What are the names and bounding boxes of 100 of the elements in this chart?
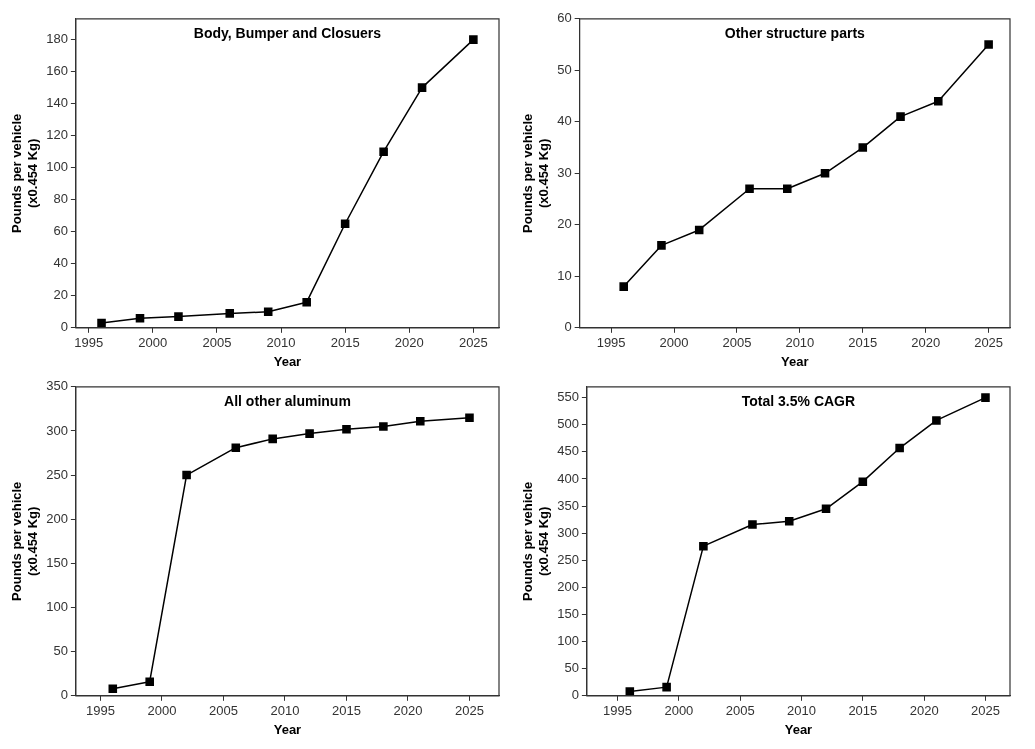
y-tick-label: 250 xyxy=(46,466,68,482)
chart-title: Other structure parts xyxy=(724,24,866,41)
point xyxy=(657,241,666,250)
point xyxy=(858,477,868,486)
x-tick-label: 2025 xyxy=(455,703,484,719)
point xyxy=(263,307,273,317)
y-axis-title: Pounds per vehicle (x0.454 Kg) xyxy=(520,113,551,233)
x-tick-label: 1995 xyxy=(603,703,633,719)
point xyxy=(379,422,388,431)
x-tick-label: 2020 xyxy=(909,703,939,719)
x-tick-label: 1995 xyxy=(596,335,626,351)
point xyxy=(225,309,235,318)
y-tick-label: 40 xyxy=(53,255,68,271)
x-axis-title: Year xyxy=(784,721,813,737)
point xyxy=(662,682,671,692)
point xyxy=(108,684,118,694)
point xyxy=(694,225,704,235)
y-tick-label: 50 xyxy=(564,660,579,676)
x-tick-label: 2010 xyxy=(266,335,296,351)
x-tick-label: 2005 xyxy=(209,703,238,719)
y-tick-label: 60 xyxy=(557,10,572,26)
point xyxy=(417,83,427,92)
x-tick-label: 1995 xyxy=(74,335,104,351)
y-tick-label: 100 xyxy=(46,599,68,615)
y-tick-label: 0 xyxy=(564,319,572,335)
y-tick-label: 60 xyxy=(53,223,68,239)
point xyxy=(174,312,183,321)
y-tick-label: 20 xyxy=(53,287,68,303)
point xyxy=(97,318,106,328)
x-tick-label: 2005 xyxy=(202,335,232,351)
x-tick-label: 2010 xyxy=(785,335,815,351)
x-tick-label: 2010 xyxy=(270,703,300,719)
x-tick-label: 2025 xyxy=(974,335,1004,351)
x-tick-label: 2015 xyxy=(330,335,360,351)
point xyxy=(268,434,277,444)
x-axis-title: Year xyxy=(273,353,302,369)
x-tick-label: 2005 xyxy=(722,335,752,351)
point xyxy=(135,313,145,323)
y-tick-label: 120 xyxy=(46,127,68,143)
point xyxy=(379,147,388,156)
x-tick-label: 2005 xyxy=(725,703,755,719)
point xyxy=(465,413,474,422)
y-tick-label: 450 xyxy=(557,443,579,459)
x-tick-label: 2020 xyxy=(911,335,941,351)
y-tick-label: 100 xyxy=(557,633,579,649)
point xyxy=(784,516,794,526)
x-tick-label: 1995 xyxy=(86,703,115,719)
y-tick-label: 50 xyxy=(557,61,572,77)
x-tick-label: 2010 xyxy=(787,703,816,719)
point xyxy=(231,443,241,452)
x-axis-title: Year xyxy=(781,353,809,369)
point xyxy=(896,112,905,121)
y-tick-label: 20 xyxy=(557,216,572,232)
y-tick-label: 40 xyxy=(557,113,572,129)
x-tick-label: 2000 xyxy=(138,335,168,351)
y-tick-label: 250 xyxy=(557,551,579,567)
y-tick-label: 350 xyxy=(46,378,68,394)
y-tick-label: 550 xyxy=(557,389,579,405)
y-axis-title: Pounds per vehicle (x0.454 Kg) xyxy=(9,481,40,601)
y-tick-label: 0 xyxy=(60,687,68,703)
y-tick-label: 10 xyxy=(557,267,572,283)
x-axis-title: Year xyxy=(273,721,302,737)
x-tick-label: 2000 xyxy=(664,703,694,719)
point xyxy=(745,184,754,194)
y-tick-label: 160 xyxy=(46,63,68,79)
y-tick-label: 140 xyxy=(46,95,68,111)
y-tick-label: 0 xyxy=(60,319,68,335)
chart-title: All other aluminum xyxy=(224,392,351,409)
point xyxy=(933,96,943,106)
y-axis-title: Pounds per vehicle (x0.454 Kg) xyxy=(9,113,40,233)
point xyxy=(619,282,628,291)
x-tick-label: 2015 xyxy=(332,703,361,719)
x-tick-label: 2015 xyxy=(848,703,878,719)
y-axis-title: Pounds per vehicle (x0.454 Kg) xyxy=(520,481,551,601)
x-tick-label: 2000 xyxy=(147,703,177,719)
point xyxy=(340,219,350,229)
x-tick-label: 2025 xyxy=(971,703,1000,719)
point xyxy=(469,35,478,44)
y-tick-label: 350 xyxy=(557,497,579,513)
chart-title: Body, Bumper and Closuers xyxy=(193,24,382,41)
point xyxy=(302,297,311,307)
point xyxy=(748,520,757,529)
y-tick-label: 180 xyxy=(46,31,68,47)
y-tick-label: 150 xyxy=(46,554,68,570)
point xyxy=(699,541,708,551)
x-tick-label: 2020 xyxy=(394,335,424,351)
point xyxy=(984,40,993,49)
x-tick-label: 2000 xyxy=(659,335,689,351)
y-tick-label: 50 xyxy=(53,643,68,659)
y-tick-label: 500 xyxy=(557,416,579,432)
y-tick-label: 30 xyxy=(557,164,572,180)
y-tick-label: 0 xyxy=(571,687,579,703)
point xyxy=(625,687,635,696)
x-tick-label: 2015 xyxy=(848,335,878,351)
y-tick-label: 200 xyxy=(557,578,579,594)
point xyxy=(305,429,314,438)
chart-title: Total 3.5% CAGR xyxy=(741,392,856,409)
y-tick-label: 80 xyxy=(53,191,68,207)
point xyxy=(820,169,830,178)
x-tick-label: 2020 xyxy=(393,703,423,719)
